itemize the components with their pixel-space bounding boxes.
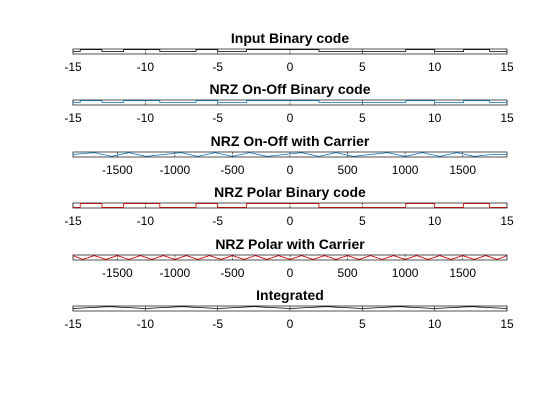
subplot-2: NRZ On-Off Binary code -15 -10 -5 0 5 10 15 bbox=[64, 81, 514, 125]
x-tick-label: 500 bbox=[338, 266, 358, 280]
x-tick-label: -500 bbox=[220, 266, 244, 280]
x-tick-label: 0 bbox=[287, 214, 294, 228]
x-tick-label: 0 bbox=[287, 111, 294, 125]
x-tick-label: -5 bbox=[212, 111, 223, 125]
subplot-5: NRZ Polar with Carrier -1500 -1000 -500 0 500… bbox=[72, 236, 508, 280]
subplot-title: NRZ Polar Binary code bbox=[214, 184, 366, 200]
subplot-3: NRZ On-Off with Carrier -1500 -1000 -500 0 50… bbox=[72, 133, 508, 177]
x-tick-label: -1000 bbox=[160, 163, 191, 177]
x-tick-label: 5 bbox=[359, 60, 366, 74]
subplot-title: Input Binary code bbox=[231, 30, 349, 46]
x-tick-label: -10 bbox=[137, 317, 155, 331]
subplot-4: NRZ Polar Binary code -15 -10 -5 0 5 10 15 bbox=[64, 184, 514, 228]
x-tick-label: 10 bbox=[428, 214, 442, 228]
x-tick-label: 0 bbox=[287, 60, 294, 74]
x-tick-label: -15 bbox=[64, 111, 82, 125]
x-tick-label: -500 bbox=[220, 163, 244, 177]
x-tick-label: 10 bbox=[428, 317, 442, 331]
subplot-title: NRZ Polar with Carrier bbox=[215, 236, 365, 252]
x-tick-label: -5 bbox=[212, 214, 223, 228]
x-tick-label: 1500 bbox=[449, 163, 476, 177]
x-tick-label: -10 bbox=[137, 60, 155, 74]
subplot-6: Integrated -15 -10 -5 0 5 10 15 bbox=[64, 287, 514, 331]
x-tick-label: -5 bbox=[212, 317, 223, 331]
x-tick-label: -1500 bbox=[102, 266, 133, 280]
x-tick-label: 0 bbox=[287, 266, 294, 280]
x-tick-label: -15 bbox=[64, 214, 82, 228]
series-line bbox=[73, 203, 507, 208]
x-tick-label: 15 bbox=[500, 214, 514, 228]
x-tick-label: 0 bbox=[287, 317, 294, 331]
x-tick-label: -15 bbox=[64, 317, 82, 331]
x-tick-label: 1000 bbox=[392, 266, 419, 280]
x-tick-label: 15 bbox=[500, 60, 514, 74]
subplot-title: NRZ On-Off Binary code bbox=[209, 81, 370, 97]
x-tick-label: 5 bbox=[359, 111, 366, 125]
x-tick-label: 15 bbox=[500, 317, 514, 331]
subplot-1: Input Binary code -15 -10 -5 0 5 10 15 bbox=[64, 30, 514, 74]
x-tick-label: 5 bbox=[359, 317, 366, 331]
series-line bbox=[72, 306, 508, 309]
subplot-title: NRZ On-Off with Carrier bbox=[211, 133, 370, 149]
x-tick-label: 5 bbox=[359, 214, 366, 228]
series-line bbox=[72, 255, 508, 260]
x-tick-label: 10 bbox=[428, 60, 442, 74]
series-line bbox=[72, 152, 507, 157]
x-tick-label: 1500 bbox=[449, 266, 476, 280]
x-tick-label: -5 bbox=[212, 60, 223, 74]
x-tick-label: 10 bbox=[428, 111, 442, 125]
series-line bbox=[73, 100, 507, 103]
x-tick-label: 500 bbox=[338, 163, 358, 177]
series-line bbox=[73, 49, 507, 52]
x-tick-label: -10 bbox=[137, 214, 155, 228]
x-tick-label: -15 bbox=[64, 60, 82, 74]
x-tick-label: 1000 bbox=[392, 163, 419, 177]
x-tick-label: -10 bbox=[137, 111, 155, 125]
x-tick-label: -1500 bbox=[102, 163, 133, 177]
subplot-title: Integrated bbox=[256, 287, 324, 303]
x-tick-label: -1000 bbox=[160, 266, 191, 280]
x-tick-label: 15 bbox=[500, 111, 514, 125]
x-tick-label: 0 bbox=[287, 163, 294, 177]
